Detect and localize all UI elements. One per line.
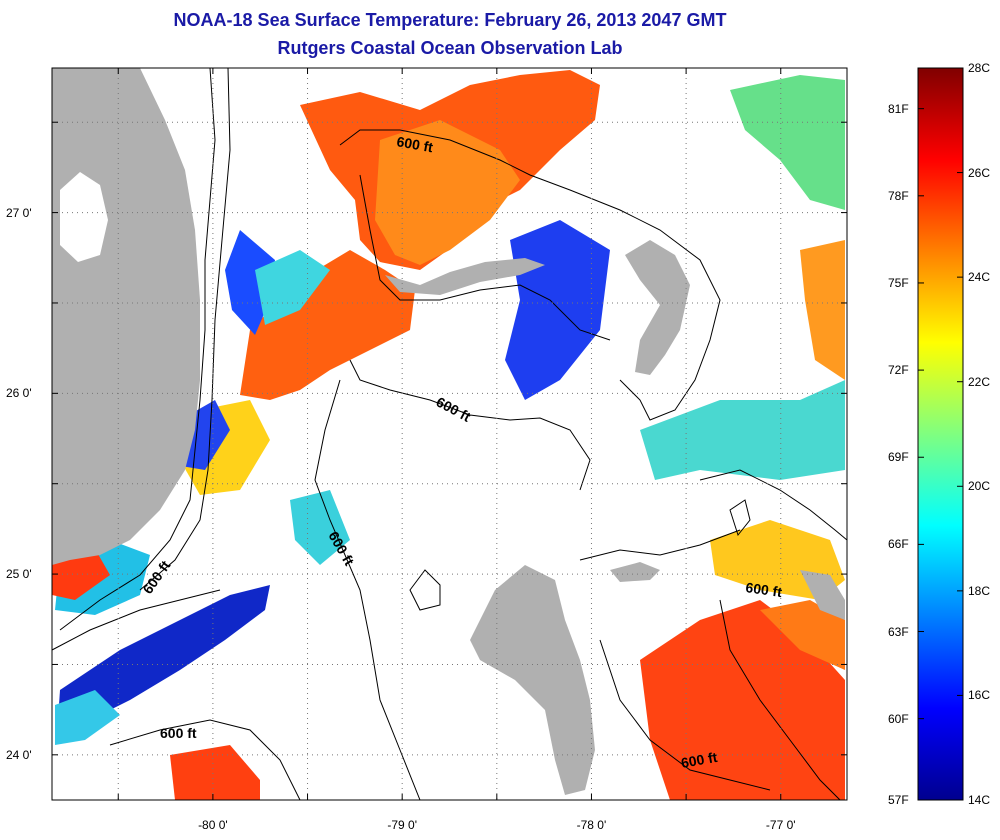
contour-florida-shelf [59,68,216,631]
colorbar-label-fahrenheit: 66F [888,537,909,552]
colorbar-label-celsius: 26C [968,165,991,180]
contour-strait-west [349,359,591,491]
eleuthera-land [610,562,660,582]
sst-patch-bahamas-cyan [640,380,845,480]
colorbar-label-celsius: 14C [968,793,991,807]
contour-label: 600 ft [745,579,784,600]
contour-andros-east [579,529,741,561]
plot-frame [51,67,848,801]
sst-patch-east-orange [800,240,845,380]
colorbar-label-fahrenheit: 72F [888,363,909,378]
grand-bahama-land [385,258,545,295]
contour-little-bahama [339,129,721,421]
sst-patch-gulfstream-core [375,120,520,265]
y-tick-label: 27 0' [6,205,32,220]
sst-patch-southwest-red [170,745,260,800]
colorbar-label-celsius: 28C [968,61,991,75]
sst-patch-mid-cyan [290,490,350,565]
colorbar-label-fahrenheit: 75F [888,275,909,290]
colorbar-label-fahrenheit: 78F [888,188,909,203]
axis-ticks [52,68,847,800]
contour-label: 600 ft [160,725,197,741]
y-tick-label: 24 0' [6,747,32,762]
sst-patch-strait-cyan [255,250,330,325]
contour-little-bahama-south [359,174,611,341]
y-tick-label: 25 0' [6,567,32,582]
abaco-land [625,240,690,375]
sst-field [52,70,845,800]
colorbar-ticks [918,67,963,801]
sst-patch-southeast-orange [760,600,845,670]
colorbar-label-fahrenheit: 81F [888,101,909,116]
colorbar-label-fahrenheit: 60F [888,711,909,726]
sst-patch-southwest-cyan [55,690,120,745]
sst-patch-strait [240,250,415,400]
map-subtitle: Rutgers Coastal Ocean Observation Lab [277,38,623,58]
map-title: NOAA-18 Sea Surface Temperature: Februar… [173,10,727,30]
colorbar-label-celsius: 16C [968,688,991,703]
colorbar-label-celsius: 20C [968,479,991,494]
contour-south-loop [409,569,441,611]
exuma-land [800,570,845,620]
contour-keys-south [52,589,221,651]
x-tick-label: -79 0' [387,818,417,832]
land-masses [52,68,845,795]
sst-patch-northeast-green [730,75,845,210]
sst-patch-southwest-band [58,585,270,725]
colorbar-label-fahrenheit: 63F [888,624,909,639]
colorbar-label-fahrenheit: 69F [888,450,909,465]
bathymetry-contours [52,68,847,800]
contour-east [719,599,841,800]
contour-strait-channel [314,379,421,800]
andros-land [470,565,595,795]
colorbar [917,67,964,801]
contour-florida-inner [139,68,231,591]
sst-patch-southeast-red [640,600,845,800]
colorbar-label-celsius: 24C [968,270,991,285]
contour-label: 600 ft [680,749,719,771]
contour-tongue-ocean [699,469,847,541]
colorbar-label-celsius: 18C [968,583,991,598]
y-tick-label: 26 0' [6,386,32,401]
contour-south-andros [599,639,771,791]
x-tick-label: -80 0' [198,818,228,832]
x-tick-label: -78 0' [576,818,607,832]
contour-exuma-loop [729,499,751,537]
lake-okeechobee [60,172,108,262]
contour-cay-sal [109,719,301,800]
colorbar-label-celsius: 22C [968,374,991,389]
x-tick-label: -77 0' [765,818,796,832]
contour-label: 600 ft [395,133,434,155]
colorbar-label-fahrenheit: 57F [888,793,909,807]
graticule [52,68,847,800]
